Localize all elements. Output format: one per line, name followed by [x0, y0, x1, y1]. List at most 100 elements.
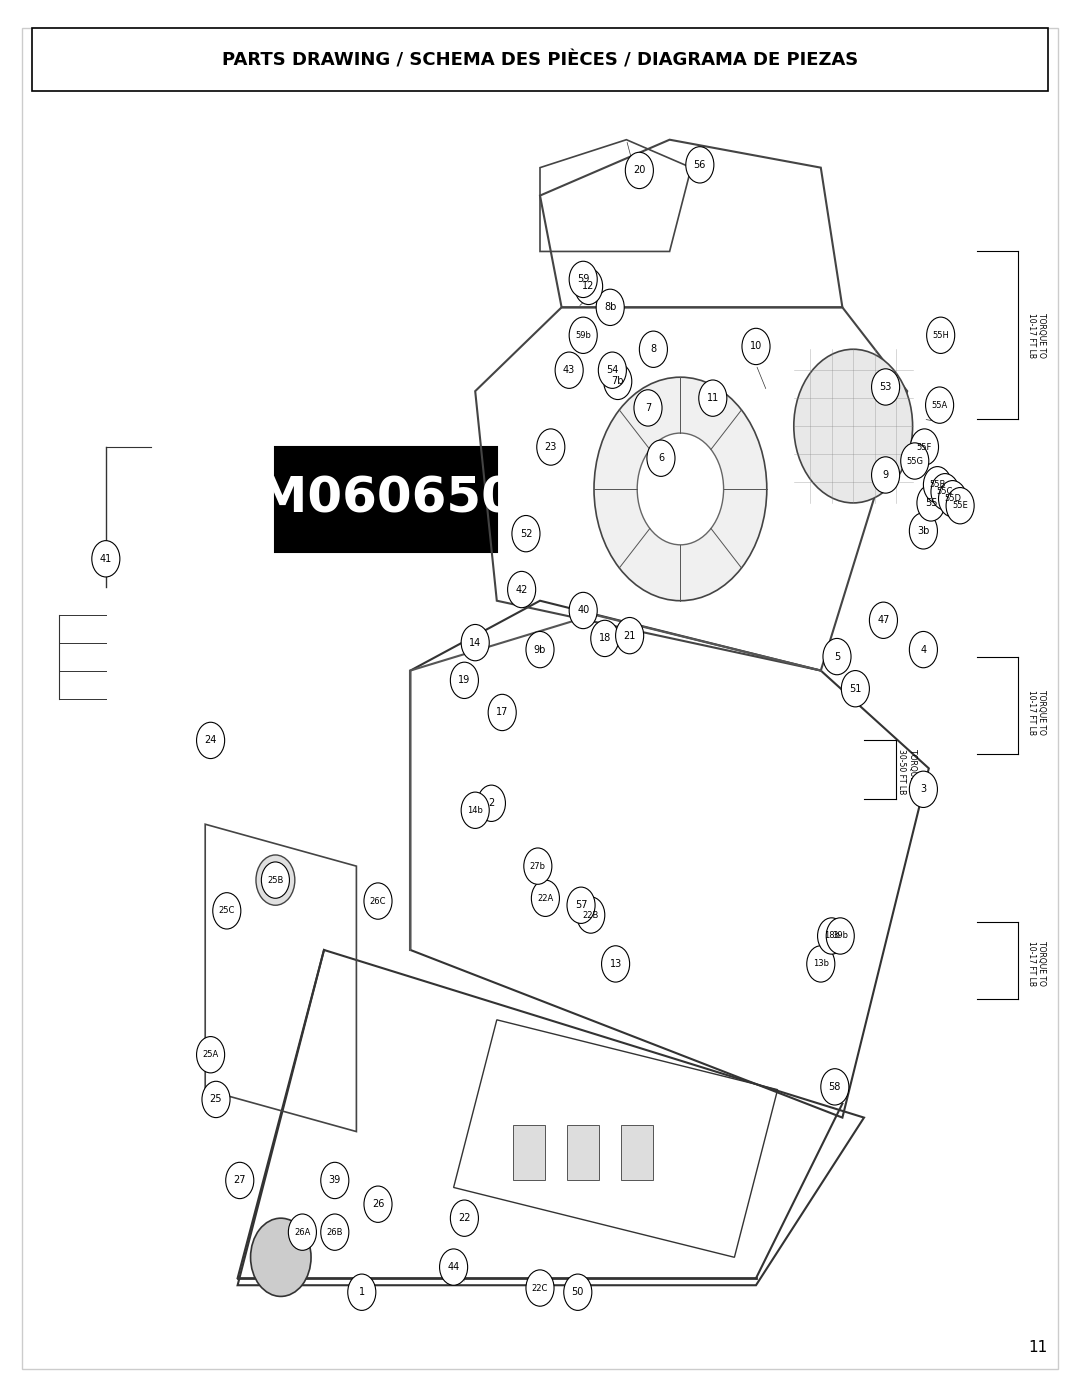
Circle shape — [634, 390, 662, 426]
Circle shape — [616, 617, 644, 654]
Text: 55A: 55A — [931, 401, 948, 409]
FancyBboxPatch shape — [275, 447, 497, 552]
Circle shape — [564, 1274, 592, 1310]
Text: 56: 56 — [693, 159, 706, 170]
Text: 26: 26 — [372, 1199, 384, 1210]
Circle shape — [251, 1218, 311, 1296]
Text: 39: 39 — [328, 1175, 341, 1186]
Text: 55C: 55C — [936, 488, 954, 496]
Text: 53: 53 — [879, 381, 892, 393]
Text: 55H: 55H — [932, 331, 949, 339]
Circle shape — [826, 918, 854, 954]
Text: 24: 24 — [204, 735, 217, 746]
Circle shape — [931, 474, 959, 510]
Text: 22: 22 — [458, 1213, 471, 1224]
Circle shape — [872, 369, 900, 405]
FancyBboxPatch shape — [513, 1125, 545, 1180]
Circle shape — [909, 513, 937, 549]
Circle shape — [686, 147, 714, 183]
Circle shape — [591, 620, 619, 657]
Circle shape — [923, 467, 951, 503]
Circle shape — [869, 602, 897, 638]
Circle shape — [598, 352, 626, 388]
Circle shape — [321, 1214, 349, 1250]
Text: 52: 52 — [519, 528, 532, 539]
Circle shape — [508, 571, 536, 608]
Circle shape — [440, 1249, 468, 1285]
Circle shape — [602, 946, 630, 982]
Circle shape — [594, 377, 767, 601]
Text: 12: 12 — [582, 281, 595, 292]
Circle shape — [742, 328, 770, 365]
Circle shape — [625, 152, 653, 189]
Circle shape — [526, 1270, 554, 1306]
Text: 3: 3 — [920, 784, 927, 795]
Circle shape — [364, 883, 392, 919]
Text: 58: 58 — [828, 1081, 841, 1092]
Text: 22C: 22C — [531, 1284, 549, 1292]
Text: 55E: 55E — [953, 502, 968, 510]
Circle shape — [569, 317, 597, 353]
Text: 5: 5 — [834, 651, 840, 662]
Text: 47: 47 — [877, 615, 890, 626]
Text: 55F: 55F — [917, 443, 932, 451]
Circle shape — [348, 1274, 376, 1310]
Circle shape — [939, 481, 967, 517]
Circle shape — [202, 1081, 230, 1118]
Text: 55D: 55D — [944, 495, 961, 503]
Circle shape — [450, 662, 478, 698]
Text: 8: 8 — [650, 344, 657, 355]
Circle shape — [261, 862, 289, 898]
Text: 22A: 22A — [537, 894, 554, 902]
Circle shape — [567, 887, 595, 923]
Text: 44: 44 — [447, 1261, 460, 1273]
Circle shape — [639, 331, 667, 367]
Text: 17: 17 — [496, 707, 509, 718]
Text: 25: 25 — [210, 1094, 222, 1105]
Text: 14b: 14b — [468, 806, 483, 814]
Text: 26C: 26C — [369, 897, 387, 905]
Circle shape — [596, 289, 624, 326]
Circle shape — [526, 631, 554, 668]
Circle shape — [197, 722, 225, 759]
Text: 41: 41 — [99, 553, 112, 564]
Text: 11: 11 — [1028, 1340, 1048, 1355]
Text: 9: 9 — [882, 469, 889, 481]
Text: 3b: 3b — [917, 525, 930, 536]
Circle shape — [901, 443, 929, 479]
Text: TORQUE TO
10-17 FT LB: TORQUE TO 10-17 FT LB — [1027, 313, 1047, 358]
Text: 13b: 13b — [813, 960, 828, 968]
Text: 57: 57 — [575, 900, 588, 911]
Circle shape — [364, 1186, 392, 1222]
Circle shape — [461, 624, 489, 661]
Circle shape — [927, 317, 955, 353]
Text: 25A: 25A — [202, 1051, 219, 1059]
Text: 13: 13 — [609, 958, 622, 970]
Circle shape — [321, 1162, 349, 1199]
Circle shape — [946, 488, 974, 524]
Text: 59: 59 — [577, 274, 590, 285]
Text: 1: 1 — [359, 1287, 365, 1298]
Text: 55G: 55G — [906, 457, 923, 465]
Text: 18b: 18b — [824, 932, 839, 940]
Text: 8b: 8b — [604, 302, 617, 313]
Circle shape — [575, 268, 603, 305]
Text: 27b: 27b — [530, 862, 545, 870]
FancyBboxPatch shape — [621, 1125, 653, 1180]
Text: 39b: 39b — [833, 932, 848, 940]
Circle shape — [256, 855, 295, 905]
Circle shape — [909, 631, 937, 668]
Circle shape — [569, 592, 597, 629]
Text: 21: 21 — [623, 630, 636, 641]
Circle shape — [488, 694, 516, 731]
Circle shape — [823, 638, 851, 675]
Circle shape — [637, 433, 724, 545]
Circle shape — [917, 485, 945, 521]
Text: 25B: 25B — [267, 876, 284, 884]
Circle shape — [450, 1200, 478, 1236]
Text: 23: 23 — [544, 441, 557, 453]
Circle shape — [807, 946, 835, 982]
Text: 50: 50 — [571, 1287, 584, 1298]
Text: 19: 19 — [458, 675, 471, 686]
Text: 20: 20 — [633, 165, 646, 176]
